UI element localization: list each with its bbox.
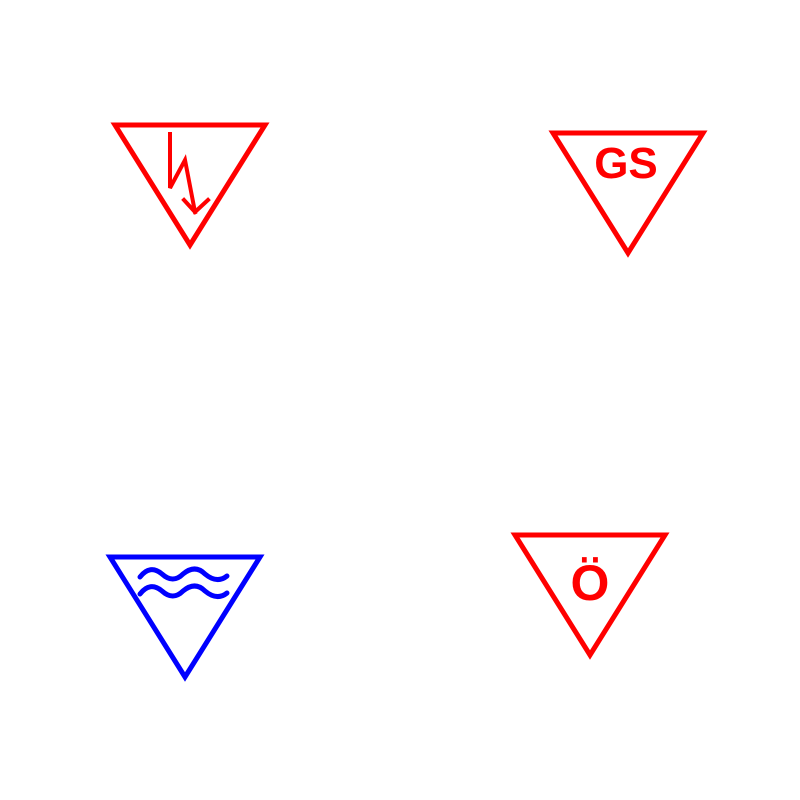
triangle-outline [110, 122, 270, 250]
lightning-bolt-icon [168, 132, 211, 215]
water-sign-graphic [105, 554, 265, 682]
water-sign [105, 552, 265, 682]
gs-sign-graphic: GS [548, 130, 708, 258]
electrical-sign-graphic [110, 122, 270, 250]
oe-sign-text: Ö [571, 555, 610, 611]
gs-sign: GS [548, 128, 708, 258]
triangle-outline [105, 554, 265, 682]
water-waves-icon [137, 566, 230, 599]
oe-sign-graphic: Ö [510, 532, 670, 660]
oe-sign: Ö [510, 530, 670, 660]
triangle-outline [548, 130, 708, 258]
gs-sign-text: GS [594, 139, 658, 188]
triangle-outline [510, 532, 670, 660]
electrical-sign [110, 120, 270, 250]
